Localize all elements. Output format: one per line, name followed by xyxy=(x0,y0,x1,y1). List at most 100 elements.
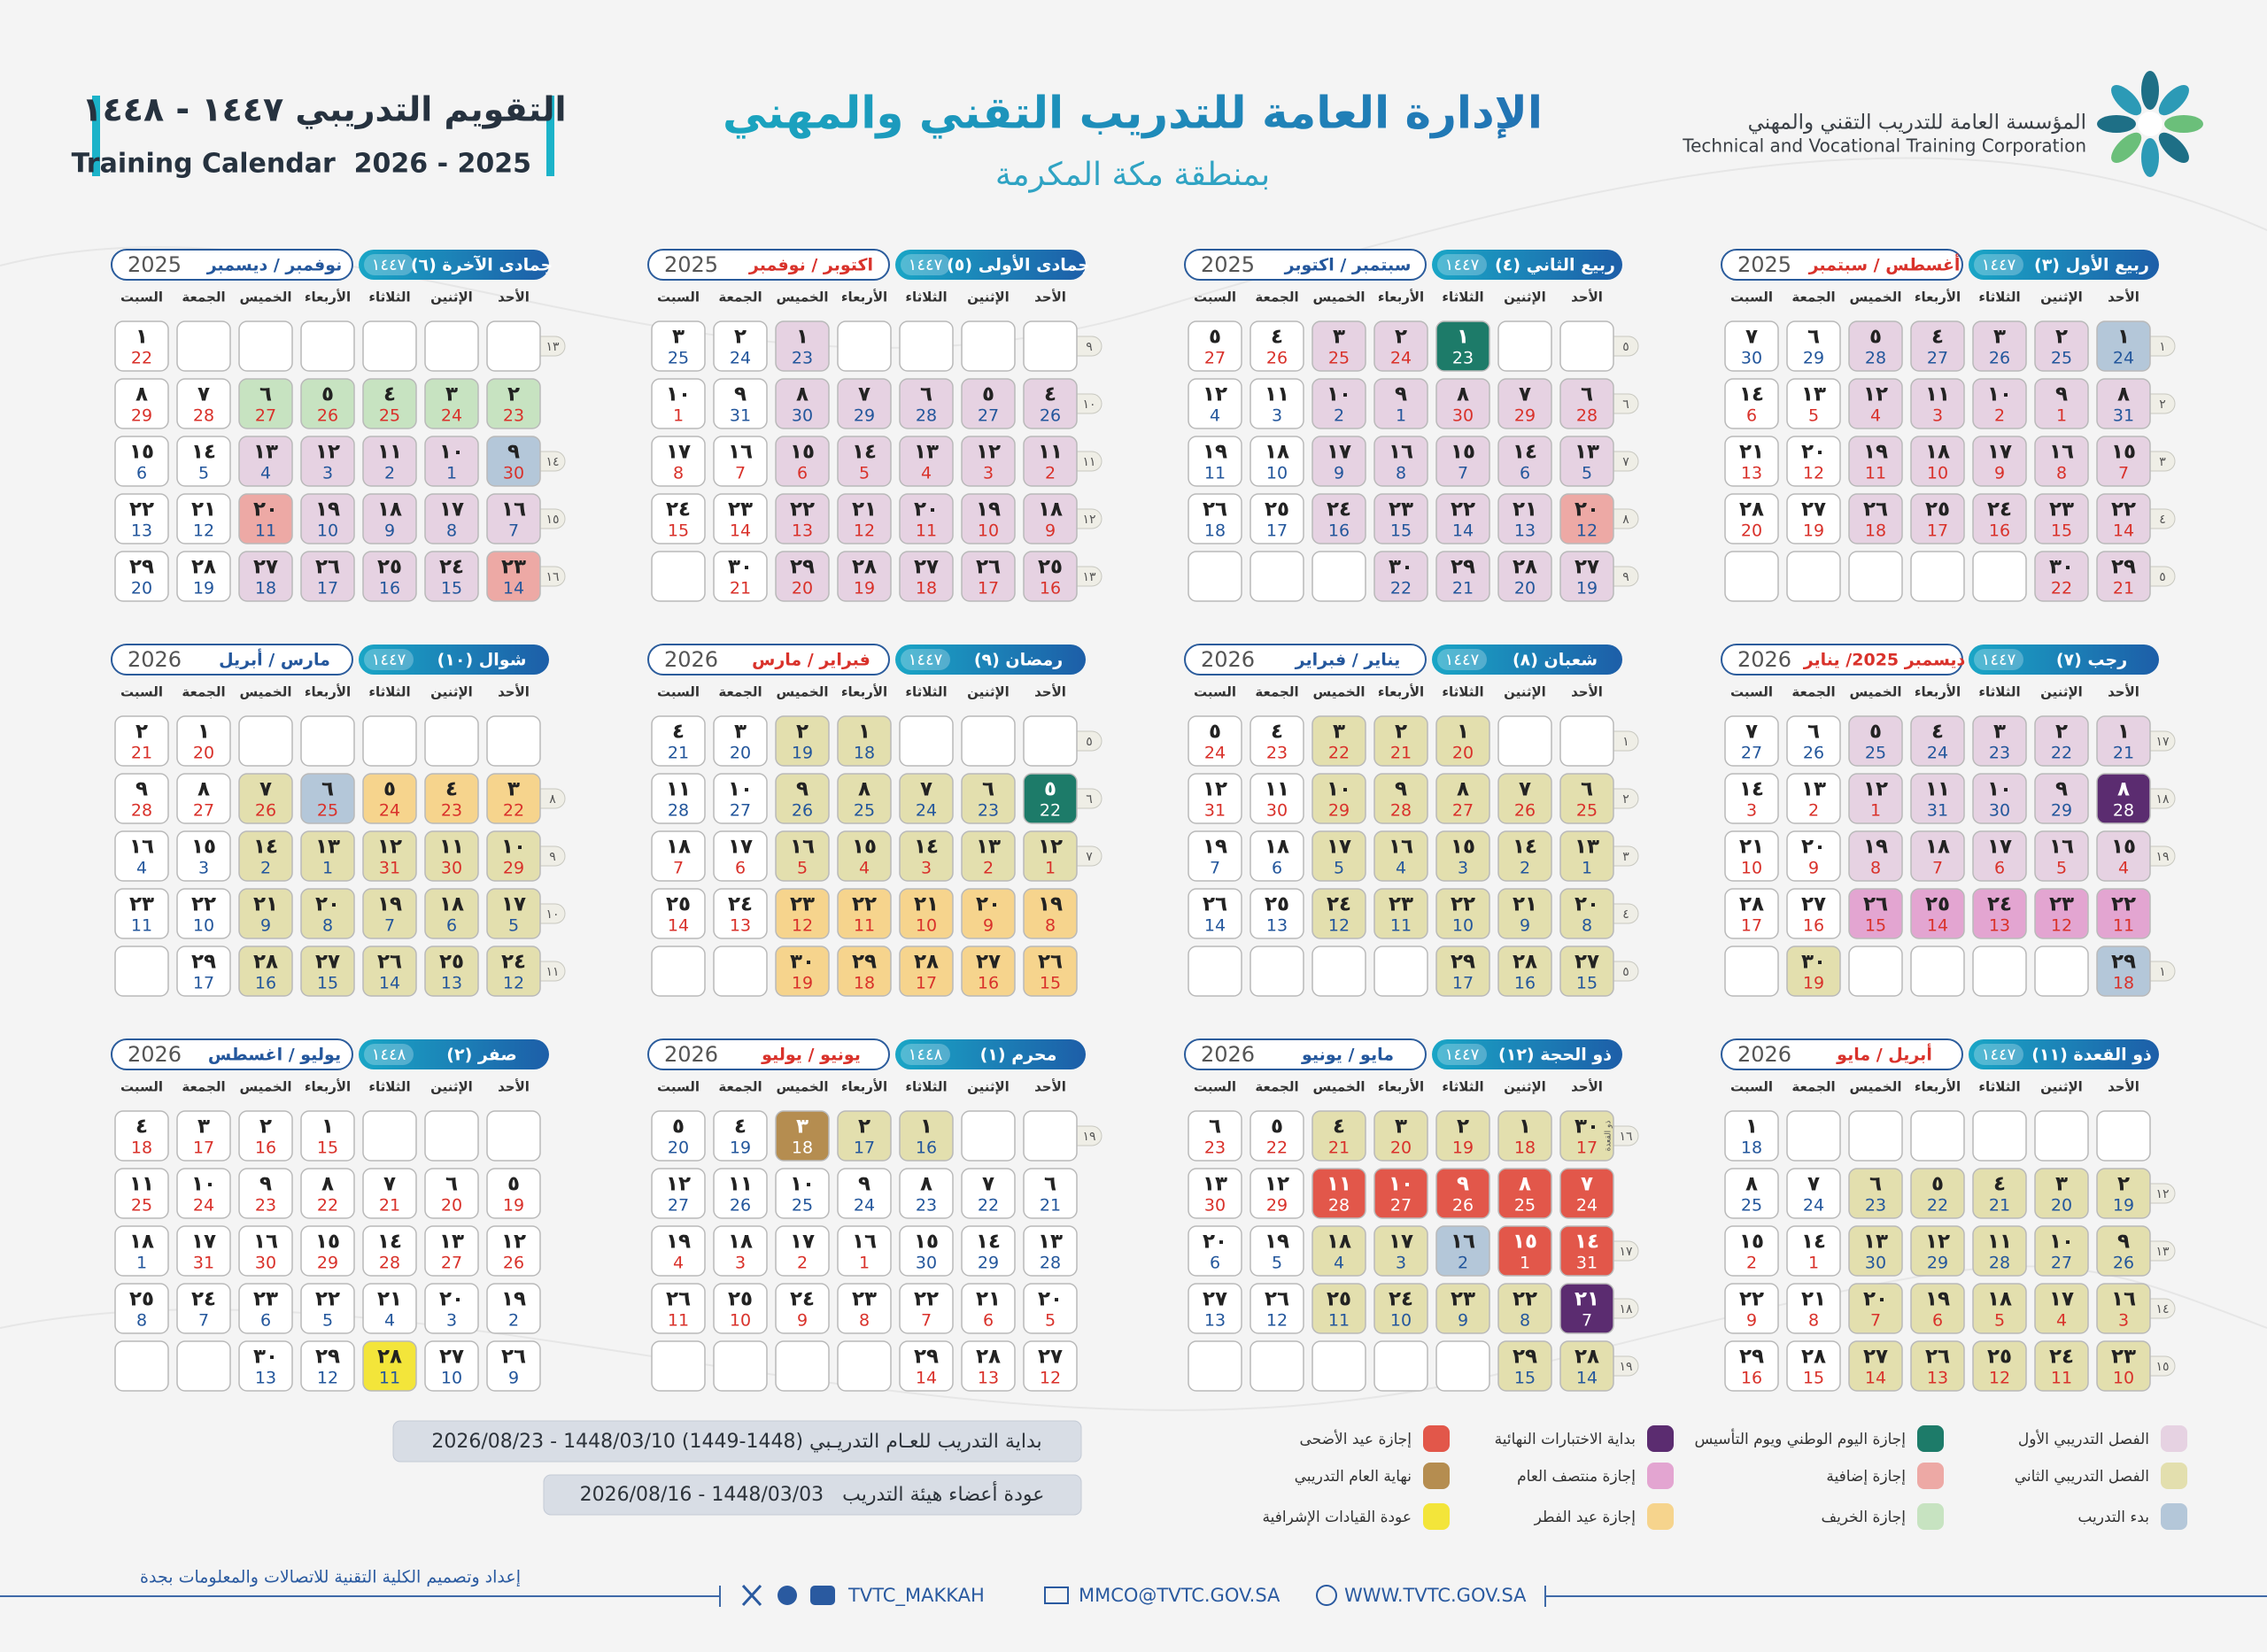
logo-petal xyxy=(2111,132,2142,163)
hijri-day: ١ xyxy=(321,1115,334,1139)
day-cell xyxy=(2096,1225,2151,1277)
day-cell xyxy=(1435,378,1490,429)
day-cell xyxy=(1023,946,1078,997)
day-cell xyxy=(1311,715,1366,767)
day-cell xyxy=(961,888,1016,939)
hijri-pill xyxy=(359,645,549,675)
hijri-year: ١٤٤٧ xyxy=(1445,256,1480,274)
greg-day: 11 xyxy=(255,521,276,541)
greg-day: 10 xyxy=(441,1369,462,1388)
day-cell xyxy=(651,320,706,372)
hijri-day: ٣ xyxy=(507,778,520,801)
day-cell xyxy=(1250,436,1304,487)
day-cell xyxy=(1724,830,1779,882)
greg-day: 21 xyxy=(131,744,152,763)
greg-day: 7 xyxy=(1582,1311,1592,1331)
day-cell xyxy=(1848,888,1903,939)
hijri-day: ١٨ xyxy=(1925,441,1950,464)
greg-day: 23 xyxy=(792,349,813,368)
day-cell xyxy=(2096,715,2151,767)
day-cell xyxy=(1311,1110,1366,1162)
hijri-day: ٦ xyxy=(1209,1115,1221,1139)
greg-day: 16 xyxy=(379,579,400,598)
greg-day: 26 xyxy=(2113,1254,2134,1273)
hijri-day: ٤ xyxy=(1993,1173,2006,1196)
day-cell xyxy=(424,1225,479,1277)
day-cell xyxy=(238,493,293,544)
greg-day: 15 xyxy=(1576,974,1598,993)
greg-day: 6 xyxy=(983,1311,994,1331)
day-cell xyxy=(1972,1225,2027,1277)
greg-day: 29 xyxy=(1328,801,1350,821)
day-cell xyxy=(1023,1110,1078,1162)
hijri-day: ٤ xyxy=(1333,1115,1345,1139)
hijri-day: ١٩ xyxy=(1265,1231,1289,1254)
day-cell xyxy=(238,1225,293,1277)
day-cell xyxy=(961,946,1016,997)
greg-day: 3 xyxy=(1458,859,1468,878)
hijri-year: ١٤٤٧ xyxy=(372,256,406,274)
day-cell xyxy=(1910,946,1965,997)
week-number: ١٦ xyxy=(1619,1130,1632,1144)
day-cell xyxy=(1848,1110,1903,1162)
day-cell xyxy=(1435,830,1490,882)
hijri-day: ٢٢ xyxy=(2111,498,2136,521)
day-cell xyxy=(899,830,954,882)
hijri-day: ٢٨ xyxy=(1739,498,1764,521)
hijri-day: ٤ xyxy=(1931,326,1944,349)
day-cell xyxy=(1972,1110,2027,1162)
hijri-day: ٥ xyxy=(1869,326,1882,349)
day-cell xyxy=(362,1110,417,1162)
day-cell xyxy=(1848,773,1903,824)
day-cell xyxy=(775,436,830,487)
hijri-day: ٢٧ xyxy=(253,556,278,579)
hijri-day: ٦ xyxy=(1044,1173,1056,1196)
weekday: الجمعة xyxy=(1791,289,1835,305)
day-cell xyxy=(362,715,417,767)
greg-day: 30 xyxy=(503,464,524,483)
hijri-day: ٢٠ xyxy=(1203,1231,1227,1254)
day-cell xyxy=(114,493,169,544)
greg-day: 31 xyxy=(1576,1254,1598,1273)
week-number: ١٤ xyxy=(545,455,559,469)
day-cell xyxy=(1373,436,1428,487)
day-cell xyxy=(1724,1283,1779,1334)
greg-day: 15 xyxy=(1803,1369,1824,1388)
day-cell xyxy=(1786,773,1841,824)
day-cell xyxy=(713,551,768,602)
day-cell xyxy=(176,378,231,429)
hijri-day: ١١ xyxy=(1038,441,1063,464)
greg-day: 23 xyxy=(1204,1139,1226,1158)
day-cell xyxy=(1435,1283,1490,1334)
day-cell xyxy=(2034,715,2089,767)
weekday: الأربعاء xyxy=(1915,289,1961,305)
hijri-day: ٨ xyxy=(1457,383,1469,406)
hijri-day: ١٥ xyxy=(315,1231,340,1254)
day-cell xyxy=(176,320,231,372)
greg-day: 28 xyxy=(1040,1254,1061,1273)
day-cell xyxy=(300,320,355,372)
day-cell xyxy=(1497,493,1552,544)
hijri-day: ٢٩ xyxy=(1513,1346,1537,1369)
greg-day: 3 xyxy=(983,464,994,483)
day-cell xyxy=(362,946,417,997)
hijri-year-tab xyxy=(1974,254,2023,275)
hijri-day: ٢١ xyxy=(253,893,278,916)
hijri-day: ٢٣ xyxy=(1389,893,1413,916)
greg-day: 7 xyxy=(673,859,684,878)
day-cell xyxy=(486,1283,541,1334)
hijri-day: ١٥ xyxy=(914,1231,939,1254)
greg-day: 13 xyxy=(730,916,751,936)
title-bar xyxy=(546,96,554,176)
day-cell xyxy=(2096,773,2151,824)
day-cell xyxy=(1373,1110,1428,1162)
mail-icon xyxy=(1044,1586,1069,1604)
greg-year: 2025 xyxy=(664,252,718,277)
day-cell xyxy=(775,773,830,824)
week-number: ٥ xyxy=(1622,965,1629,979)
hijri-day: ٢٩ xyxy=(790,556,815,579)
hijri-day: ٢٦ xyxy=(976,556,1001,579)
day-cell xyxy=(362,1340,417,1392)
day-cell xyxy=(899,946,954,997)
day-cell xyxy=(1972,773,2027,824)
